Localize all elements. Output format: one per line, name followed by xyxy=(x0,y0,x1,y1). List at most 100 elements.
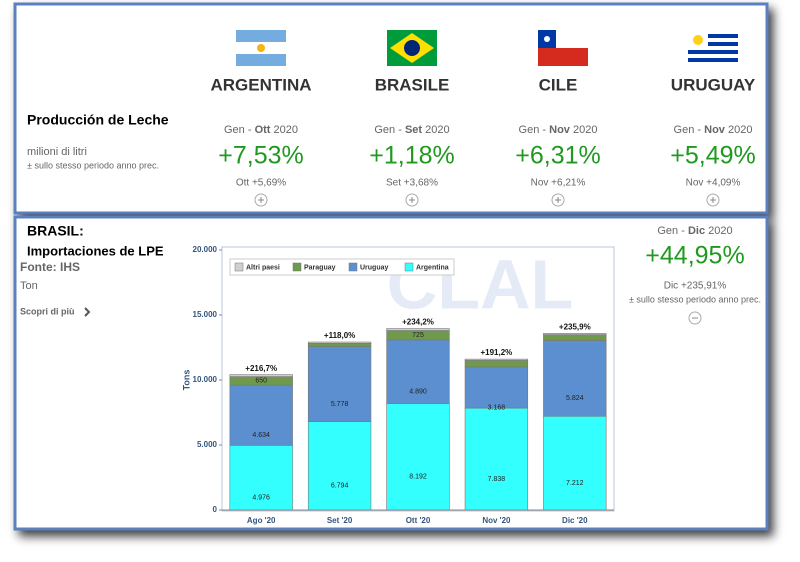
annotation: +235,9% xyxy=(559,322,591,331)
value-label: 4.634 xyxy=(252,432,270,439)
change: +6,31% xyxy=(515,142,601,170)
legend-label: Argentina xyxy=(416,264,449,271)
y-axis-label: Tons xyxy=(181,370,191,391)
period-start: Gen - xyxy=(224,124,252,136)
bar-segment xyxy=(386,339,450,404)
y-tick-label: 10.000 xyxy=(193,375,218,384)
source: Fonte: IHS xyxy=(20,260,80,274)
expand-button[interactable] xyxy=(254,193,268,207)
legend-label: Paraguay xyxy=(304,264,336,271)
annotation: +191,2% xyxy=(480,348,512,357)
period-start: Gen - xyxy=(519,124,547,136)
year: 2020 xyxy=(573,124,597,136)
legend-box xyxy=(229,258,455,276)
link[interactable]: Scopri di più xyxy=(20,306,75,316)
expand-plus[interactable] xyxy=(710,197,716,203)
flag-chile xyxy=(538,30,588,66)
period-end: Nov xyxy=(549,124,571,136)
expand-button[interactable] xyxy=(688,311,702,325)
value-label: 5.778 xyxy=(331,401,349,408)
legend-swatch xyxy=(292,262,302,272)
expand-plus[interactable] xyxy=(409,197,415,203)
period: Gen - Dic 2020 xyxy=(657,225,732,237)
value-label: 4.890 xyxy=(409,389,427,396)
bar-segment xyxy=(307,343,372,347)
change: +44,95% xyxy=(645,242,744,270)
period-end: Set xyxy=(405,124,422,136)
bar-segment xyxy=(464,366,529,409)
value-label: 725 xyxy=(412,332,424,339)
month-change: Ott +5,69% xyxy=(236,178,286,189)
link-arrow[interactable] xyxy=(84,307,91,317)
note: ± sullo stesso periodo anno prec. xyxy=(629,294,761,304)
year: 2020 xyxy=(274,124,298,136)
month-change: Nov +6,21% xyxy=(531,178,586,189)
y-tick-label: 0 xyxy=(213,505,218,514)
value-label: 7.838 xyxy=(488,476,506,483)
y-tick-label: 5.000 xyxy=(197,440,218,449)
bar-segment xyxy=(307,346,372,422)
value-label: 6.794 xyxy=(331,483,349,490)
year: 2020 xyxy=(728,124,752,136)
legend-label: Uruguay xyxy=(360,264,389,271)
bar-segment xyxy=(229,445,293,511)
bar-segment xyxy=(464,407,529,511)
month-change: Nov +4,09% xyxy=(686,178,741,189)
x-tick-label: Nov '20 xyxy=(482,516,511,525)
value-label: 3.168 xyxy=(488,404,506,411)
bar-segment xyxy=(464,358,529,361)
legend-swatch xyxy=(234,262,244,272)
legend-swatch xyxy=(404,262,414,272)
value-label: 7.212 xyxy=(566,480,584,487)
country-name: BRASILE xyxy=(375,75,450,94)
flag-argentina xyxy=(236,30,286,66)
month-change: Set +3,68% xyxy=(386,178,438,189)
month-change: Dic +235,91% xyxy=(664,281,727,292)
change: +7,53% xyxy=(218,142,304,170)
bar-segment xyxy=(229,384,293,446)
flag-uruguay xyxy=(688,30,738,66)
expand-plus[interactable] xyxy=(258,197,264,203)
expand-button[interactable] xyxy=(405,193,419,207)
x-tick-label: Ott '20 xyxy=(406,516,431,525)
bar-segment xyxy=(543,415,607,511)
unit: Ton xyxy=(20,280,38,292)
expand-plus[interactable] xyxy=(555,197,561,203)
annotation: +118,0% xyxy=(324,331,355,340)
year: 2020 xyxy=(425,124,449,136)
bar-segment xyxy=(229,374,293,377)
country-name: URUGUAY xyxy=(671,75,756,94)
bar-segment xyxy=(543,340,607,417)
x-tick-label: Dic '20 xyxy=(562,516,588,525)
legend-label: Altri paesi xyxy=(246,264,280,271)
value-label: 650 xyxy=(255,378,267,385)
production-title: Producción de Leche xyxy=(27,112,169,128)
annotation: +216,7% xyxy=(245,364,277,373)
period: Gen - Nov 2020 xyxy=(519,124,598,136)
import-title-1: BRASIL: xyxy=(27,223,84,239)
bar-segment xyxy=(543,333,607,335)
x-tick-label: Ago '20 xyxy=(247,516,276,525)
bar-segment xyxy=(386,328,450,331)
y-tick-label: 20.000 xyxy=(193,245,218,254)
period-end: Nov xyxy=(704,124,726,136)
bar-segment xyxy=(543,334,607,341)
country-name: ARGENTINA xyxy=(210,75,311,94)
year: 2020 xyxy=(708,225,732,237)
period-start: Gen - xyxy=(374,124,402,136)
expand-button[interactable] xyxy=(706,193,720,207)
period: Gen - Set 2020 xyxy=(374,124,449,136)
bar-segment xyxy=(307,421,372,511)
import-title-2: Importaciones de LPE xyxy=(27,243,164,258)
flag-brazil xyxy=(387,30,437,66)
change: +5,49% xyxy=(670,142,756,170)
annotation: +234,2% xyxy=(402,318,434,327)
x-tick-label: Set '20 xyxy=(327,516,353,525)
change: +1,18% xyxy=(369,142,455,170)
bar-segment xyxy=(464,360,529,368)
period: Gen - Ott 2020 xyxy=(224,124,298,136)
y-tick-label: 15.000 xyxy=(193,310,218,319)
expand-button[interactable] xyxy=(551,193,565,207)
note: ± sullo stesso periodo anno prec. xyxy=(27,160,159,170)
